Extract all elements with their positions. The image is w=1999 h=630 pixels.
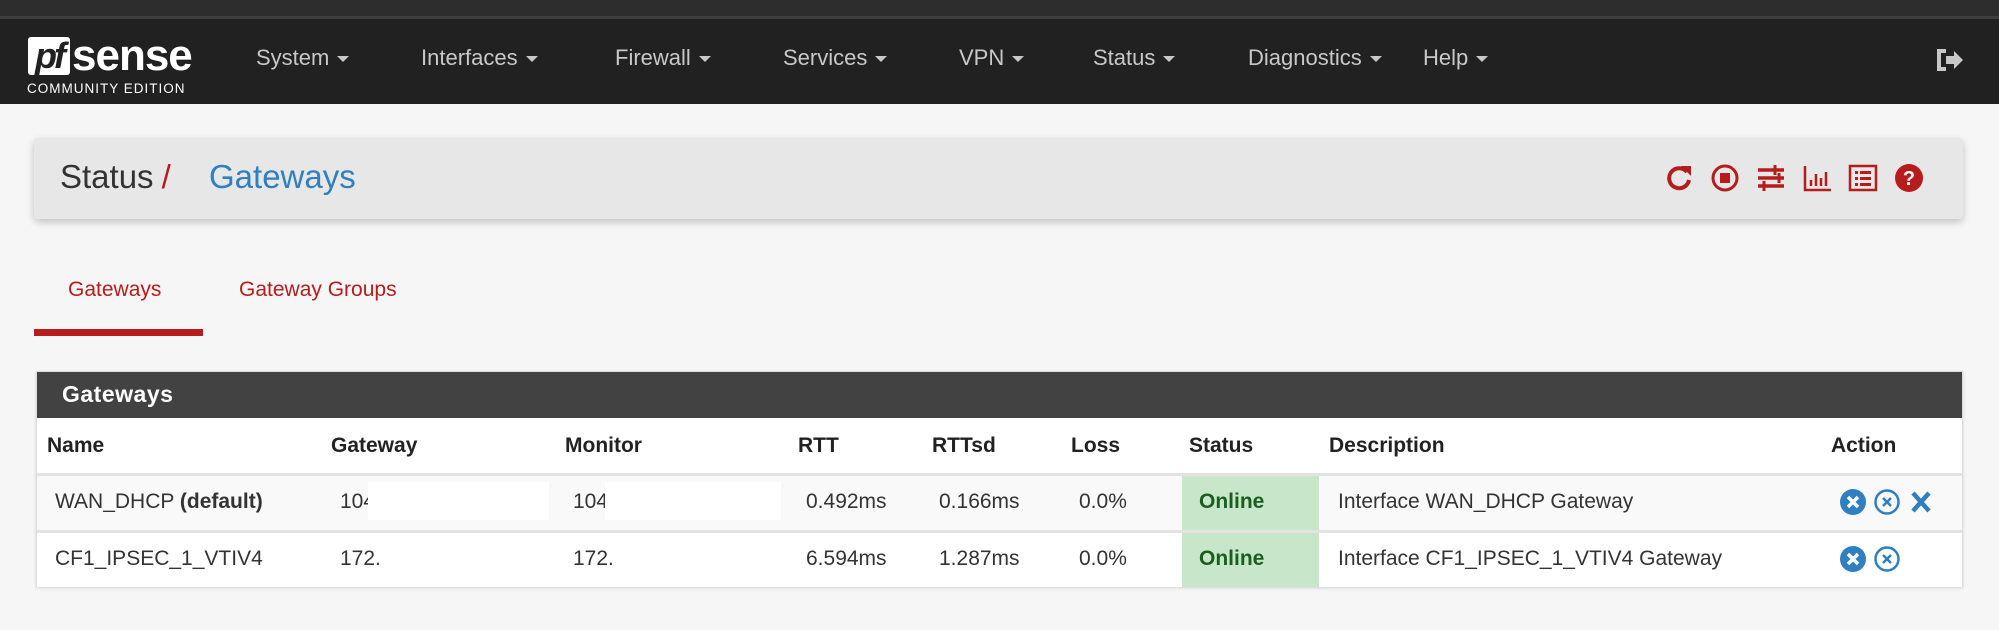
active-tab-indicator bbox=[34, 329, 203, 336]
nav-help[interactable]: Help bbox=[1423, 45, 1489, 71]
gateway-description: Interface CF1_IPSEC_1_VTIV4 Gateway bbox=[1338, 547, 1723, 570]
caret-down-icon bbox=[1012, 56, 1025, 63]
tab-gateway-groups[interactable]: Gateway Groups bbox=[239, 278, 397, 301]
default-label: (default) bbox=[179, 490, 263, 513]
rtt-value: 0.492ms bbox=[806, 490, 887, 513]
nav-interfaces[interactable]: Interfaces bbox=[421, 45, 538, 71]
nav-label: Status bbox=[1093, 45, 1156, 70]
column-header-gateway: Gateway bbox=[331, 434, 418, 457]
refresh-icon[interactable] bbox=[1663, 162, 1695, 194]
name-text: WAN_DHCP bbox=[55, 490, 175, 513]
nav-label: Diagnostics bbox=[1248, 45, 1362, 70]
nav-label: Services bbox=[783, 45, 868, 70]
row-actions bbox=[1839, 488, 1935, 516]
monitor-address: 104. bbox=[573, 490, 614, 513]
gateway-address: 172. bbox=[340, 547, 381, 570]
loss-value: 0.0% bbox=[1079, 547, 1127, 570]
caret-down-icon bbox=[525, 56, 538, 63]
caret-down-icon bbox=[337, 56, 350, 63]
breadcrumb-separator: / bbox=[161, 158, 171, 195]
column-header-rttsd: RTTsd bbox=[932, 434, 996, 457]
column-header-rtt: RTT bbox=[798, 434, 839, 457]
redaction-box bbox=[368, 482, 549, 520]
gateway-description: Interface WAN_DHCP Gateway bbox=[1338, 490, 1634, 513]
caret-down-icon bbox=[698, 56, 711, 63]
status-cell: Online bbox=[1182, 476, 1319, 530]
nav-services[interactable]: Services bbox=[783, 45, 888, 71]
top-navbar: pf sense COMMUNITY EDITION System Interf… bbox=[0, 19, 1999, 104]
column-header-loss: Loss bbox=[1071, 434, 1121, 457]
logo-edition: COMMUNITY EDITION bbox=[27, 81, 186, 96]
status-cell: Online bbox=[1182, 533, 1319, 587]
header-icons: ? bbox=[1663, 162, 1925, 194]
stop-circle-icon[interactable] bbox=[1709, 162, 1741, 194]
nav-firewall[interactable]: Firewall bbox=[615, 45, 711, 71]
pfsense-logo[interactable]: pf sense COMMUNITY EDITION bbox=[22, 29, 212, 99]
gateways-panel: Gateways Name Gateway Monitor RTT RTTsd … bbox=[36, 371, 1963, 587]
caret-down-icon bbox=[1476, 56, 1489, 63]
column-header-name: Name bbox=[47, 434, 105, 457]
nav-label: Firewall bbox=[615, 45, 691, 70]
caret-down-icon bbox=[875, 56, 888, 63]
nav-label: VPN bbox=[959, 45, 1005, 70]
column-header-status: Status bbox=[1189, 434, 1254, 457]
row-actions bbox=[1839, 545, 1901, 573]
times-icon[interactable] bbox=[1907, 488, 1935, 516]
panel-title: Gateways bbox=[37, 372, 1962, 418]
times-circle-icon[interactable] bbox=[1839, 545, 1867, 573]
bar-chart-icon[interactable] bbox=[1801, 162, 1833, 194]
rtt-value: 6.594ms bbox=[806, 547, 887, 570]
nav-status[interactable]: Status bbox=[1093, 45, 1176, 71]
status-badge: Online bbox=[1199, 547, 1265, 570]
gateway-name: CF1_IPSEC_1_VTIV4 bbox=[55, 547, 263, 570]
logo-word: sense bbox=[72, 31, 193, 80]
breadcrumb-parent[interactable]: Status bbox=[60, 158, 154, 195]
question-circle-icon[interactable]: ? bbox=[1893, 162, 1925, 194]
sliders-icon[interactable] bbox=[1755, 162, 1787, 194]
caret-down-icon bbox=[1369, 56, 1382, 63]
nav-diagnostics[interactable]: Diagnostics bbox=[1248, 45, 1382, 71]
nav-vpn[interactable]: VPN bbox=[959, 45, 1025, 71]
sign-out-icon[interactable] bbox=[1934, 45, 1964, 75]
nav-system[interactable]: System bbox=[256, 45, 350, 71]
loss-value: 0.0% bbox=[1079, 490, 1127, 513]
nav-label: Interfaces bbox=[421, 45, 518, 70]
rttsd-value: 1.287ms bbox=[939, 547, 1020, 570]
logo-mark: pf bbox=[28, 37, 70, 75]
browser-top-strip bbox=[0, 0, 1999, 19]
caret-down-icon bbox=[1163, 56, 1176, 63]
tab-gateways[interactable]: Gateways bbox=[68, 278, 162, 301]
status-badge: Online bbox=[1199, 490, 1265, 513]
column-header-description: Description bbox=[1329, 434, 1445, 457]
times-circle-outline-icon[interactable] bbox=[1873, 545, 1901, 573]
times-circle-outline-icon[interactable] bbox=[1873, 488, 1901, 516]
times-circle-icon[interactable] bbox=[1839, 488, 1867, 516]
breadcrumb: Status / bbox=[60, 158, 171, 196]
svg-text:?: ? bbox=[1903, 168, 1915, 190]
table-row: WAN_DHCP (default) 104. 104. 0.492ms 0.1… bbox=[37, 473, 1962, 530]
nav-label: Help bbox=[1423, 45, 1469, 70]
list-alt-icon[interactable] bbox=[1847, 162, 1879, 194]
rttsd-value: 0.166ms bbox=[939, 490, 1020, 513]
monitor-address: 172. bbox=[573, 547, 614, 570]
table-row: CF1_IPSEC_1_VTIV4 172. 172. 6.594ms 1.28… bbox=[37, 530, 1962, 587]
breadcrumb-current[interactable]: Gateways bbox=[209, 158, 356, 195]
nav-label: System bbox=[256, 45, 330, 70]
redaction-box bbox=[605, 482, 781, 520]
column-header-action: Action bbox=[1831, 434, 1897, 457]
gateway-name: WAN_DHCP (default) bbox=[55, 490, 263, 514]
column-header-monitor: Monitor bbox=[565, 434, 642, 457]
page-header: Status / Gateways ? bbox=[34, 138, 1963, 219]
